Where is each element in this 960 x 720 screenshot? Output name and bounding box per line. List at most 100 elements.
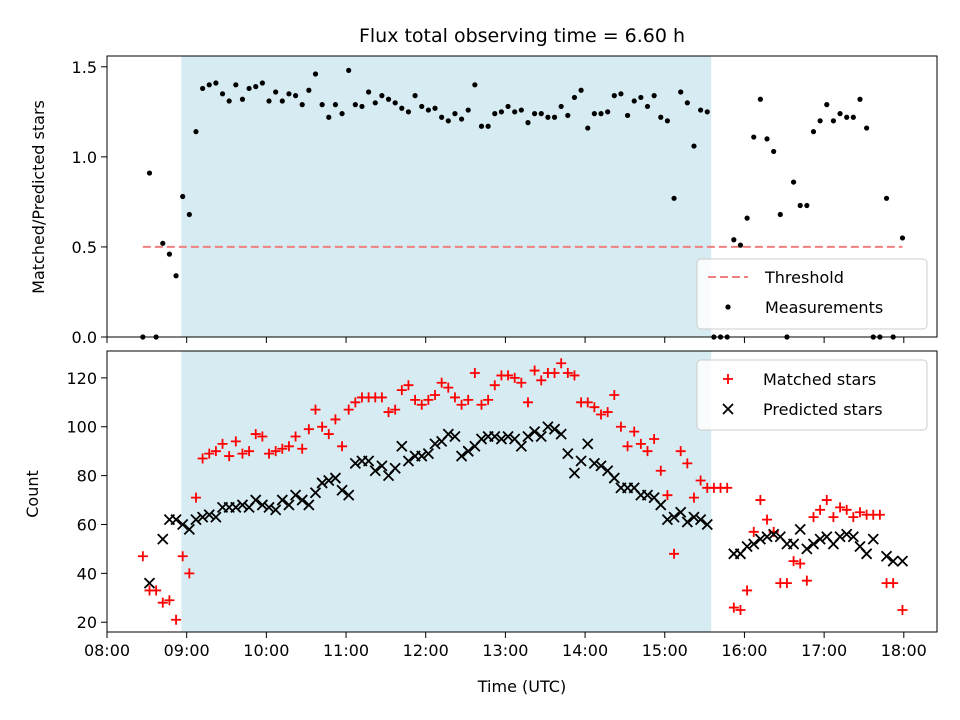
- matched-star-point: [250, 429, 261, 440]
- measurement-point: [817, 118, 823, 124]
- measurement-point: [704, 109, 710, 115]
- measurement-point: [412, 93, 418, 99]
- measurement-point: [485, 123, 491, 129]
- predicted-star-point: [867, 533, 879, 545]
- predicted-star-point: [515, 440, 527, 452]
- predicted-star-point: [896, 555, 909, 567]
- matched-star-point: [655, 465, 666, 476]
- measurement-point: [372, 100, 378, 106]
- matched-star-point: [456, 399, 467, 410]
- measurement-point: [206, 82, 212, 88]
- predicted-star-point: [429, 438, 441, 450]
- matched-star-point: [323, 429, 334, 440]
- matched-star-point: [742, 585, 753, 596]
- predicted-star-point: [263, 501, 275, 514]
- measurement-point: [266, 98, 272, 104]
- bottom-y-tick-label: 100: [66, 418, 97, 437]
- matched-star-point: [204, 448, 215, 459]
- measurement-point: [578, 87, 584, 93]
- measurement-point: [598, 111, 604, 117]
- bottom-x-tick-label: 08:00: [84, 641, 130, 660]
- measurement-point: [332, 102, 339, 108]
- measurement-point: [532, 111, 538, 117]
- measurement-point: [173, 273, 179, 279]
- measurement-point: [419, 103, 425, 110]
- bottom-x-tick-label: 12:00: [403, 641, 449, 660]
- predicted-star-point: [289, 489, 302, 501]
- measurement-point: [678, 89, 684, 95]
- matched-star-point: [509, 372, 520, 383]
- measurement-point: [658, 114, 664, 120]
- predicted-star-point: [661, 513, 674, 526]
- measurement-point: [478, 123, 485, 129]
- matched-star-point: [151, 585, 162, 596]
- matched-star-point: [230, 436, 241, 447]
- predicted-star-point: [834, 531, 846, 543]
- predicted-star-point: [442, 428, 454, 440]
- predicted-star-point: [880, 550, 893, 562]
- bottom-x-tick-label: 11:00: [323, 641, 369, 660]
- predicted-star-point: [860, 548, 873, 560]
- measurement-point: [246, 85, 252, 92]
- measurement-point: [445, 118, 451, 124]
- bottom-legend: Matched stars Predicted stars: [696, 359, 928, 431]
- bottom-x-tick-label: 16:00: [721, 641, 767, 660]
- matched-star-point: [476, 399, 487, 410]
- predicted-star-point: [230, 501, 242, 514]
- matched-star-point: [629, 426, 640, 437]
- matched-star-point: [848, 512, 859, 523]
- legend-predicted-label: Predicted stars: [763, 400, 883, 419]
- predicted-star-point: [203, 509, 215, 521]
- predicted-star-point: [701, 518, 713, 531]
- matched-star-point: [874, 509, 885, 520]
- measurement-point: [551, 114, 558, 120]
- matched-star-point: [503, 370, 514, 381]
- predicted-star-point: [303, 499, 315, 511]
- matched-star-point: [410, 394, 421, 405]
- measurement-point: [757, 96, 763, 102]
- measurement-point: [432, 105, 438, 111]
- matched-star-point: [317, 421, 328, 432]
- measurement-point: [545, 114, 551, 120]
- measurement-point: [771, 148, 777, 155]
- matched-star-point: [662, 490, 673, 501]
- matched-star-point: [303, 424, 314, 435]
- predicted-star-point: [462, 445, 474, 457]
- matched-star-point: [423, 394, 434, 405]
- predicted-star-point: [688, 511, 700, 523]
- predicted-star-point: [668, 511, 680, 523]
- predicted-star-point: [270, 504, 282, 516]
- matched-star-point: [350, 397, 361, 408]
- measurement-point: [565, 112, 571, 119]
- matched-star-point: [416, 399, 427, 410]
- matched-star-point: [157, 597, 168, 608]
- measurement-point: [558, 103, 564, 110]
- measurement-point: [452, 111, 458, 117]
- predicted-star-point: [236, 499, 249, 511]
- top-y-tick-label: 1.5: [72, 58, 97, 77]
- measurement-point: [664, 118, 671, 124]
- predicted-star-point: [542, 421, 554, 433]
- predicted-star-point: [336, 484, 348, 496]
- measurement-point: [219, 91, 226, 97]
- measurement-point: [292, 93, 299, 99]
- measurement-point: [571, 94, 578, 101]
- legend-measurements-label: Measurements: [765, 298, 883, 317]
- matched-star-point: [801, 575, 812, 586]
- matched-star-point: [748, 526, 759, 537]
- bottom-legend-box: [696, 359, 928, 431]
- top-y-axis-label: Matched/Predicted stars: [29, 100, 48, 294]
- predicted-star-point: [761, 531, 773, 543]
- predicted-star-point: [369, 465, 381, 477]
- predicted-star-point: [522, 430, 534, 443]
- predicted-star-point: [582, 438, 594, 450]
- matched-star-point: [828, 512, 839, 523]
- predicted-star-point: [801, 543, 813, 555]
- predicted-star-point: [575, 455, 587, 467]
- measurement-point: [790, 179, 797, 185]
- bottom-y-tick-label: 40: [77, 564, 97, 583]
- legend-measurements-swatch: [725, 304, 731, 310]
- matched-star-point: [197, 453, 208, 464]
- bottom-x-tick-label: 15:00: [642, 641, 688, 660]
- measurement-point: [737, 242, 744, 248]
